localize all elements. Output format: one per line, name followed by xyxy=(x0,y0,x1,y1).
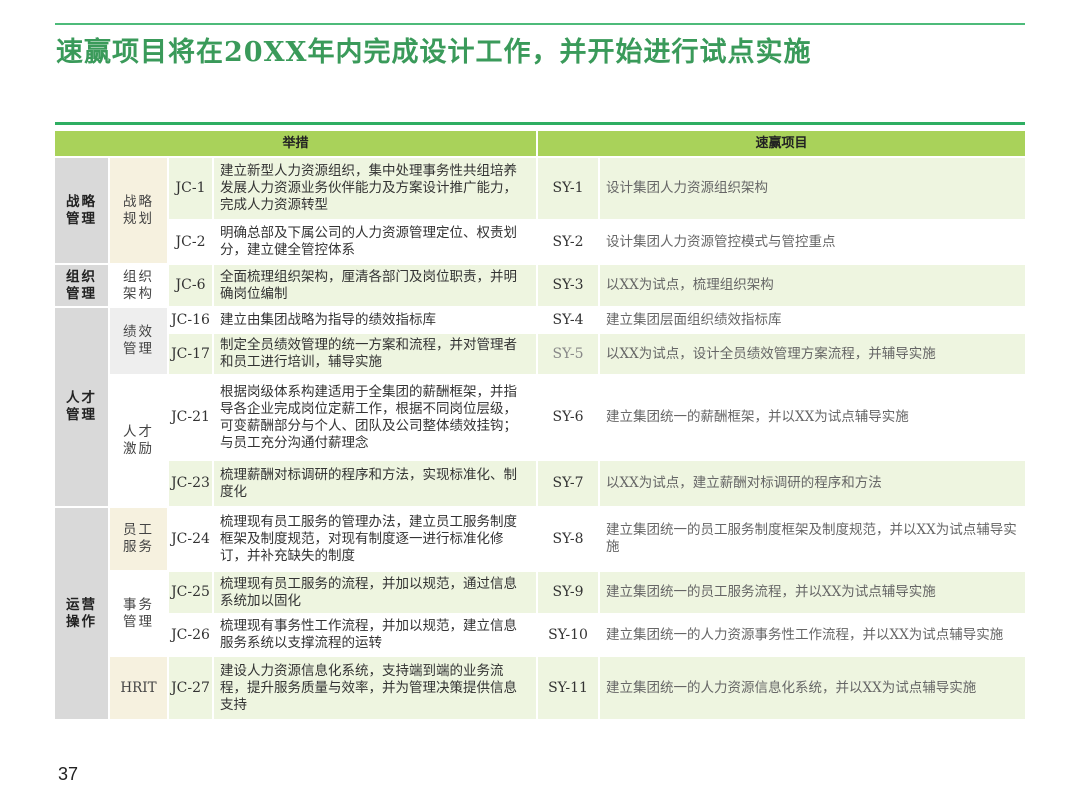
page-title: 速赢项目将在20XX年内完成设计工作，并开始进行试点实施 xyxy=(56,37,812,68)
sy-code: SY-5 xyxy=(538,334,599,374)
table-row: 运营操作 员工服务 JC-24 梳理现有员工服务的管理办法，建立员工服务制度框架… xyxy=(55,508,1025,719)
table-row: HRIT JC-27 建设人力资源信息化系统，支持端到端的业务流程，提升服务质量… xyxy=(55,657,1025,719)
jc-code: JC-16 xyxy=(171,311,210,328)
sy-code: SY-2 xyxy=(552,233,584,250)
table-row: JC-23 梳理薪酬对标调研的程序和方法，实现标准化、制度化 SY-7 以XX为… xyxy=(55,461,1025,506)
table-row: 战略管理 战略规划 JC-1 建立新型人力资源组织，集中处理事务性共组培养发展人… xyxy=(55,158,1025,263)
measure-text: 根据岗级体系构建适用于全集团的薪酬框架，并指导各企业完成岗位定薪工作，根据不同岗… xyxy=(220,383,517,451)
project-text: 建立集团统一的人力资源事务性工作流程，并以XX为试点辅导实施 xyxy=(606,626,1004,643)
table-row: JC-17 制定全员绩效管理的统一方案和流程，并对管理者和员工进行培训，辅导实施… xyxy=(55,334,1025,374)
table-row: 人才管理 绩效管理 JC-16 建立由集团战略为指导的绩效指标库 SY-4 建立… xyxy=(55,308,1025,506)
project-text: 设计集团人力资源组织架构 xyxy=(600,158,1025,219)
project-text: 以XX为试点，建立薪酬对标调研的程序和方法 xyxy=(600,461,1025,506)
subcategory-cell: 组织架构 xyxy=(110,265,167,306)
measure-text: 梳理薪酬对标调研的程序和方法，实现标准化、制度化 xyxy=(214,461,537,506)
category-cell: 战略管理 xyxy=(55,158,108,263)
top-divider xyxy=(55,23,1025,25)
measure-text: 全面梳理组织架构，厘清各部门及岗位职责，并明确岗位编制 xyxy=(214,265,537,306)
sy-code: SY-7 xyxy=(538,461,599,506)
jc-code: JC-6 xyxy=(169,265,212,306)
jc-code: JC-17 xyxy=(169,334,212,374)
sy-code: SY-8 xyxy=(552,530,584,547)
measure-text: 梳理现有员工服务的管理办法，建立员工服务制度框架及制度规范，对现有制度逐一进行标… xyxy=(220,513,517,564)
jc-code: JC-27 xyxy=(169,657,212,719)
subcategory-cell: 战略规划 xyxy=(110,158,167,263)
sy-code: SY-11 xyxy=(538,657,599,719)
jc-code: JC-24 xyxy=(171,530,210,547)
measure-text: 明确总部及下属公司的人力资源管理定位、权责划分，建立健全管控体系 xyxy=(220,225,517,258)
project-text: 建立集团层面组织绩效指标库 xyxy=(606,311,782,328)
jc-code: JC-26 xyxy=(171,626,210,643)
category-cell: 人才管理 xyxy=(55,308,108,506)
header-quick-wins: 速赢项目 xyxy=(538,131,1025,156)
project-text: 建立集团统一的人力资源信息化系统，并以XX为试点辅导实施 xyxy=(600,657,1025,719)
table-header: 举措 速赢项目 xyxy=(55,131,1025,156)
project-text: 建立集团统一的员工服务流程，并以XX为试点辅导实施 xyxy=(600,572,1025,613)
jc-code: JC-25 xyxy=(169,572,212,613)
sy-code: SY-3 xyxy=(538,265,599,306)
sy-code: SY-10 xyxy=(548,626,588,643)
table-row: JC-2 明确总部及下属公司的人力资源管理定位、权责划分，建立健全管控体系 SY… xyxy=(55,221,1025,263)
sy-code: SY-6 xyxy=(552,409,584,425)
table-row: 事务管理 JC-25 梳理现有员工服务的流程，并加以规范，通过信息系统加以固化 … xyxy=(55,572,1025,655)
subcategory-cell: 员工服务 xyxy=(110,508,167,570)
measure-text: 建设人力资源信息化系统，支持端到端的业务流程，提升服务质量与效率，并为管理决策提… xyxy=(214,657,537,719)
title-divider xyxy=(55,122,1025,125)
project-text: 以XX为试点，设计全员绩效管理方案流程，并辅导实施 xyxy=(600,334,1025,374)
project-text: 建立集团统一的薪酬框架，并以XX为试点辅导实施 xyxy=(606,409,909,425)
subcategory-cell: 人才激励 xyxy=(110,376,167,506)
measure-text: 建立新型人力资源组织，集中处理事务性共组培养发展人力资源业务伙伴能力及方案设计推… xyxy=(214,158,537,219)
project-text: 设计集团人力资源管控模式与管控重点 xyxy=(606,233,836,250)
subcategory-cell: HRIT xyxy=(110,657,167,719)
jc-code: JC-1 xyxy=(169,158,212,219)
jc-code: JC-2 xyxy=(175,233,206,250)
sy-code: SY-4 xyxy=(552,311,584,328)
jc-code: JC-21 xyxy=(171,409,210,425)
table-row: 人才激励 JC-21 根据岗级体系构建适用于全集团的薪酬框架，并指导各企业完成岗… xyxy=(55,376,1025,506)
quick-wins-table: 举措 速赢项目 战略管理 战略规划 JC-1 建立新型人力资源组织，集中处理事务… xyxy=(53,129,1027,721)
subcategory-cell: 事务管理 xyxy=(110,572,167,655)
measure-text: 梳理现有事务性工作流程，并加以规范，建立信息服务系统以支撑流程的运转 xyxy=(220,618,517,651)
category-cell: 组织管理 xyxy=(55,265,108,306)
table-row: JC-26 梳理现有事务性工作流程，并加以规范，建立信息服务系统以支撑流程的运转… xyxy=(55,615,1025,655)
header-measures: 举措 xyxy=(55,131,537,156)
sy-code: SY-1 xyxy=(538,158,599,219)
project-text: 建立集团统一的员工服务制度框架及制度规范，并以XX为试点辅导实施 xyxy=(606,522,1017,555)
measure-text: 制定全员绩效管理的统一方案和流程，并对管理者和员工进行培训，辅导实施 xyxy=(214,334,537,374)
jc-code: JC-23 xyxy=(169,461,212,506)
page-number: 37 xyxy=(58,764,79,784)
category-cell: 运营操作 xyxy=(55,508,108,719)
subcategory-cell: 绩效管理 xyxy=(110,308,167,374)
table-row: 组织管理 组织架构 JC-6 全面梳理组织架构，厘清各部门及岗位职责，并明确岗位… xyxy=(55,265,1025,306)
project-text: 以XX为试点，梳理组织架构 xyxy=(600,265,1025,306)
sy-code: SY-9 xyxy=(538,572,599,613)
measure-text: 建立由集团战略为指导的绩效指标库 xyxy=(220,311,436,328)
measure-text: 梳理现有员工服务的流程，并加以规范，通过信息系统加以固化 xyxy=(214,572,537,613)
